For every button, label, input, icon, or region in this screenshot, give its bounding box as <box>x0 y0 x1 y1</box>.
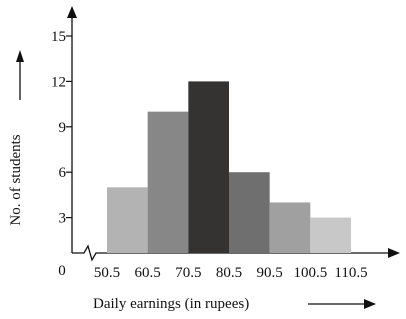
x-tick-label: 80.5 <box>216 265 242 281</box>
bar <box>107 187 148 253</box>
x-tick-label: 90.5 <box>257 265 283 281</box>
x-axis-label: Daily earnings (in rupees) <box>93 296 249 312</box>
y-axis-arrow <box>67 6 77 18</box>
x-tick-label: 100.5 <box>293 265 327 281</box>
bar <box>188 81 229 254</box>
y-axis-label: No. of students <box>8 134 24 225</box>
bar <box>310 217 351 253</box>
x-axis-arrow <box>388 248 400 258</box>
y-tick-label: 6 <box>59 165 67 181</box>
y-tick-label: 12 <box>51 74 66 90</box>
bar <box>269 202 311 253</box>
y-label-arrow-head <box>16 50 24 62</box>
origin-label: 0 <box>58 263 66 279</box>
bar <box>147 111 189 254</box>
y-tick-label: 3 <box>59 211 67 227</box>
y-tick-label: 15 <box>51 29 66 45</box>
x-tick-label: 50.5 <box>94 265 120 281</box>
y-tick-label: 9 <box>59 120 67 136</box>
x-tick-label: 110.5 <box>334 265 367 281</box>
bar <box>229 172 270 253</box>
x-label-arrow-head <box>364 299 376 309</box>
x-tick-label: 70.5 <box>175 265 201 281</box>
x-tick-label: 60.5 <box>135 265 161 281</box>
